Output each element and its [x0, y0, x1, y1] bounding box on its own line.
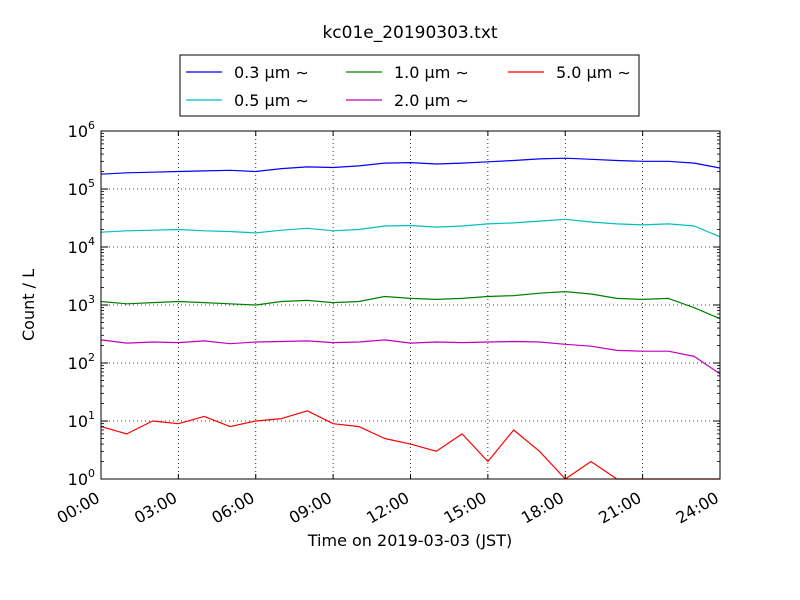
x-tick-label: 06:00	[208, 488, 257, 528]
series-line-0	[100, 157, 721, 175]
plot-area	[101, 131, 720, 479]
legend-label: 1.0 μm ∼	[394, 63, 469, 82]
x-axis-label: Time on 2019-03-03 (JST)	[307, 531, 512, 550]
y-tick-label: 106	[68, 119, 95, 141]
legend-label: 0.3 μm ∼	[234, 63, 309, 82]
y-tick-label: 104	[68, 235, 95, 257]
x-tick-label: 18:00	[518, 488, 567, 528]
series-line-1	[100, 218, 721, 238]
x-tick-label: 21:00	[595, 488, 644, 528]
x-tick-label: 09:00	[286, 488, 335, 528]
y-tick-label: 100	[68, 467, 95, 489]
x-tick-label: 12:00	[363, 488, 412, 528]
y-tick-label: 102	[68, 351, 95, 373]
x-tick-label: 15:00	[440, 488, 489, 528]
x-tick-label: 03:00	[131, 488, 180, 528]
series-line-2	[100, 291, 721, 320]
legend-box	[179, 54, 640, 117]
legend-label: 5.0 μm ∼	[556, 63, 631, 82]
chart-title: kc01e_20190303.txt	[322, 23, 497, 43]
x-tick-label: 24:00	[673, 488, 722, 528]
y-tick-label: 101	[68, 409, 95, 431]
y-axis-label: Count / L	[19, 269, 38, 341]
legend-label: 0.5 μm ∼	[234, 91, 309, 110]
y-axis: 100 101 102 103 104 105 106	[68, 119, 720, 489]
y-tick-label: 103	[68, 293, 95, 315]
series-line-3	[100, 339, 721, 375]
y-tick-label: 105	[68, 177, 95, 199]
legend-label: 2.0 μm ∼	[394, 91, 469, 110]
legend: 0.3 μm ∼ 0.5 μm ∼ 1.0 μm ∼ 2.0 μm ∼ 5.0 μm ∼	[179, 54, 640, 117]
x-tick-label: 00:00	[54, 488, 103, 528]
